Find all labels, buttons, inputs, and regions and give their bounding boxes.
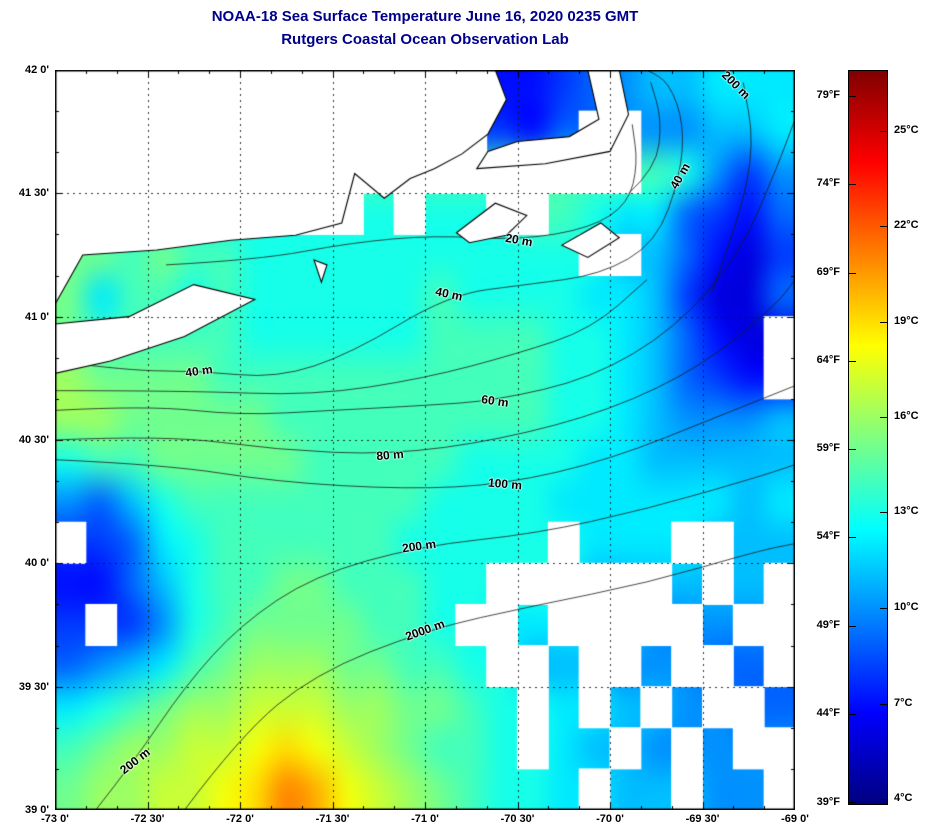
colorbar-tick-f-1	[849, 713, 856, 715]
x-tick-label-2: -72 0'	[226, 813, 254, 825]
x-tick-label-6: -70 0'	[596, 813, 624, 825]
colorbar-label-c-7: 25°C	[894, 124, 919, 137]
colorbar-tick-f-3	[849, 537, 856, 539]
colorbar-label-c-0: 4°C	[894, 791, 913, 804]
colorbar-label-c-6: 22°C	[894, 219, 919, 232]
colorbar-label-f-7: 74°F	[816, 176, 840, 189]
colorbar-tick-c-6	[880, 226, 887, 228]
x-tick-label-4: -71 0'	[411, 813, 439, 825]
y-tick-label-5: 41 30'	[18, 187, 49, 200]
colorbar-label-c-1: 7°C	[894, 696, 913, 709]
y-tick-label-4: 41 0'	[24, 310, 49, 323]
colorbar-tick-f-5	[849, 360, 856, 362]
x-tick-label-7: -69 30'	[685, 813, 720, 825]
colorbar-label-f-5: 64°F	[816, 353, 840, 366]
y-tick-label-3: 40 30'	[18, 434, 49, 446]
colorbar-label-f-4: 59°F	[816, 442, 840, 455]
colorbar-label-c-4: 16°C	[894, 409, 919, 422]
sst-map-canvas	[55, 70, 795, 810]
y-tick-label-1: 39 30'	[18, 680, 49, 693]
colorbar-tick-c-0	[880, 798, 887, 800]
colorbar-label-c-5: 19°C	[894, 314, 919, 327]
x-tick-label-8: -69 0'	[781, 813, 809, 825]
x-tick-label-0: -73 0'	[41, 813, 69, 825]
colorbar-tick-c-4	[880, 416, 887, 418]
y-tick-label-6: 42 0'	[24, 64, 49, 76]
colorbar-tick-f-7	[849, 183, 856, 185]
figure-subtitle: Rutgers Coastal Ocean Observation Lab	[281, 31, 569, 48]
colorbar-label-f-3: 54°F	[816, 530, 840, 543]
colorbar-tick-c-7	[880, 131, 887, 133]
colorbar-tick-c-5	[880, 321, 887, 323]
temperature-colorbar	[848, 70, 888, 805]
colorbar-tick-f-6	[849, 272, 856, 274]
x-tick-label-1: -72 30'	[130, 813, 165, 825]
y-tick-label-2: 40 0'	[24, 557, 49, 570]
colorbar-label-c-2: 10°C	[894, 601, 919, 614]
contour-depth-label-6: 80 m	[375, 446, 405, 463]
figure-title: NOAA-18 Sea Surface Temperature June 16,…	[211, 8, 639, 25]
x-tick-label-3: -71 30'	[315, 813, 350, 825]
y-tick-label-0: 39 0'	[24, 804, 49, 816]
colorbar-tick-c-3	[880, 512, 887, 514]
colorbar-label-f-0: 39°F	[816, 795, 840, 808]
colorbar-label-f-6: 69°F	[816, 265, 840, 278]
x-tick-label-5: -70 30'	[500, 813, 535, 825]
colorbar-tick-c-2	[880, 608, 887, 610]
colorbar-tick-f-0	[849, 802, 856, 803]
colorbar-tick-f-2	[849, 625, 856, 627]
colorbar-label-f-8: 79°F	[816, 88, 840, 101]
colorbar-label-f-2: 49°F	[816, 618, 840, 631]
colorbar-tick-f-4	[849, 449, 856, 451]
colorbar-tick-c-1	[880, 703, 887, 705]
colorbar-label-f-1: 44°F	[816, 706, 840, 719]
colorbar-label-c-3: 13°C	[894, 505, 919, 518]
colorbar-tick-f-8	[849, 95, 856, 97]
